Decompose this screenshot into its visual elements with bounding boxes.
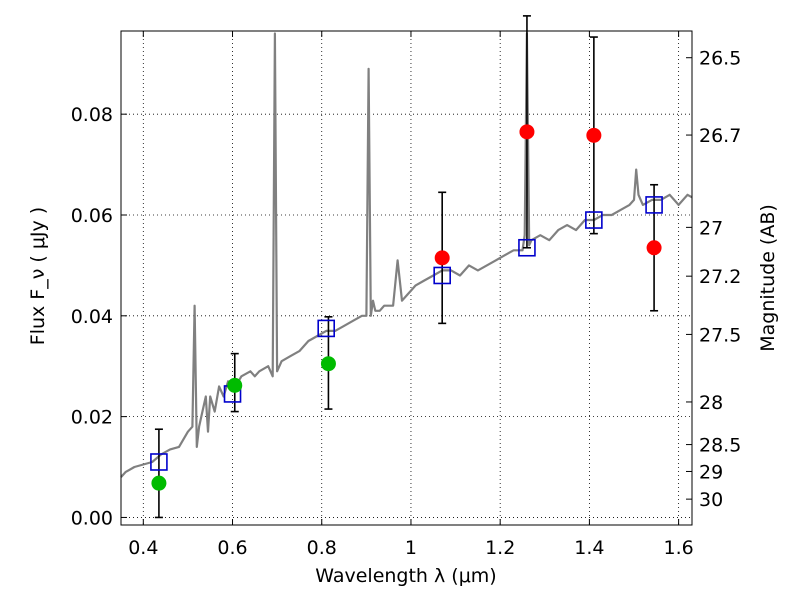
y-tick-label: 0.08 xyxy=(71,104,113,126)
y-axis-label: Flux F_ν ( μJy ) xyxy=(27,207,49,345)
x-axis-label: Wavelength λ (μm) xyxy=(315,565,496,587)
observed-photometry-point xyxy=(320,356,336,372)
y-tick-label: 0.04 xyxy=(71,306,113,328)
x-tick-label: 0.6 xyxy=(217,537,247,559)
x-tick-label: 1.2 xyxy=(485,537,515,559)
model-photometry-point xyxy=(433,266,451,285)
model-photometry-point xyxy=(150,453,168,471)
y2-tick-label: 30 xyxy=(699,489,723,511)
observed-photometry-point xyxy=(646,240,662,256)
spectrum-line xyxy=(120,32,693,478)
x-tick-label: 0.4 xyxy=(128,537,158,559)
y2-tick-label: 26.5 xyxy=(699,48,741,70)
y2-tick-label: 27.5 xyxy=(699,324,741,346)
y2-tick-label: 28.5 xyxy=(699,435,741,457)
y2-tick-label: 28 xyxy=(699,392,723,414)
x-tick-label: 1 xyxy=(405,537,417,559)
axis-ticks: 0.4 0.6 0.8 1 1.2 1.4 1.6 0.00 0.02 0.04 0.06 0.08 2… xyxy=(71,31,741,559)
y2-tick-label: 29 xyxy=(699,461,723,483)
observed-photometry-point xyxy=(519,124,535,140)
x-tick-label: 1.6 xyxy=(664,537,694,559)
plot-area-frame xyxy=(120,30,693,526)
model-photometry-point xyxy=(317,319,336,338)
y2-tick-label: 27.2 xyxy=(699,266,741,288)
spectrum-layer xyxy=(120,32,693,478)
y-tick-label: 0.02 xyxy=(71,407,113,429)
marker-layer xyxy=(150,124,663,491)
secondary-y-axis-label: Magnitude (AB) xyxy=(757,204,779,352)
observed-photometry-point xyxy=(586,127,602,143)
model-photometry-point xyxy=(518,238,536,257)
y-tick-label: 0.00 xyxy=(71,507,113,529)
x-tick-label: 0.8 xyxy=(307,537,337,559)
model-photometry-point xyxy=(585,211,603,229)
observed-photometry-point xyxy=(434,250,450,266)
model-photometry-point xyxy=(645,196,663,214)
observed-photometry-point xyxy=(151,475,167,491)
x-tick-label: 1.4 xyxy=(574,537,604,559)
y-tick-label: 0.06 xyxy=(71,205,113,227)
y2-tick-label: 26.7 xyxy=(699,125,741,147)
y2-tick-label: 27 xyxy=(699,217,723,239)
observed-photometry-point xyxy=(227,377,243,393)
